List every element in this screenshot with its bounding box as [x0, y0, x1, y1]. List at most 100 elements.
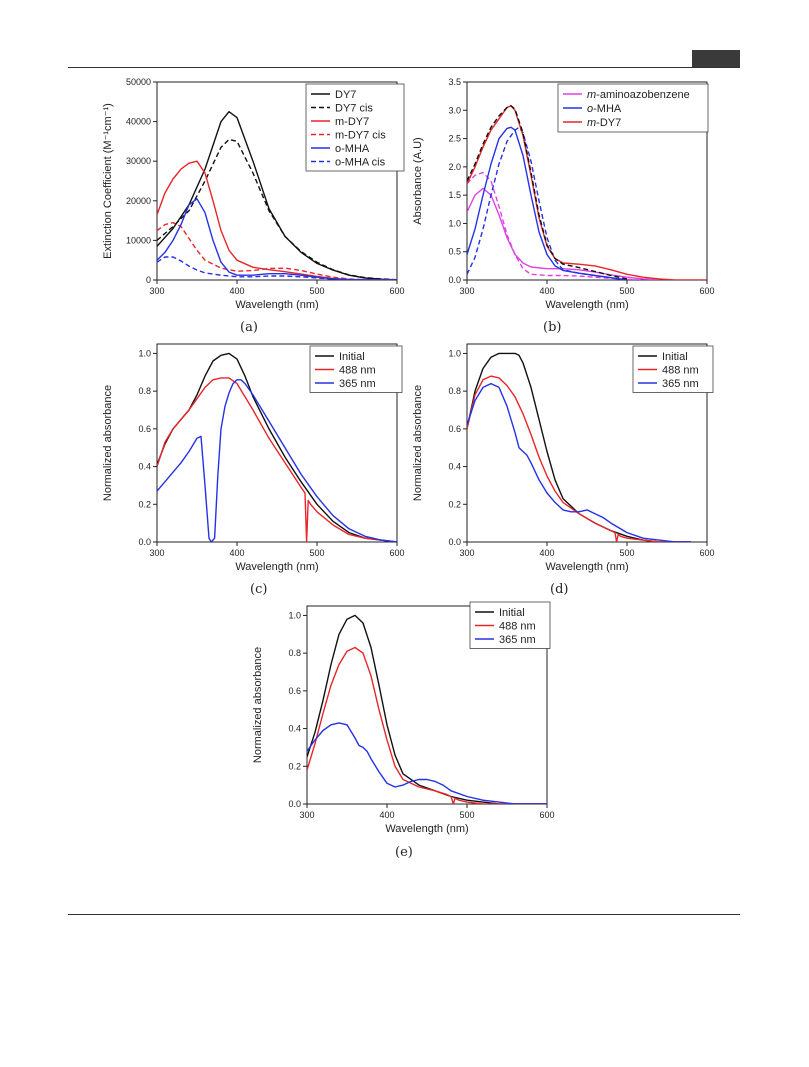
y-axis-label: Normalized absorbance: [102, 385, 114, 501]
legend-box: [305, 83, 405, 172]
series-line: [467, 352, 691, 542]
series-line: [467, 126, 628, 280]
legend-label: 365 nm: [662, 378, 699, 390]
y-axis-label: Absorbance (A.U): [412, 137, 424, 224]
x-tick-label: 400: [379, 810, 394, 820]
y-tick-label: 0.6: [138, 424, 151, 434]
y-tick-label: 30000: [126, 156, 151, 166]
legend-label: 488 nm: [662, 365, 699, 377]
chart-svg: 300 400 500 600 0.0 0.5 1.0 1.5 2.0 2.5 3.0 3.5 Wave…: [412, 77, 715, 311]
legend-label: Initial: [499, 607, 525, 619]
legend-label: 365 nm: [499, 634, 536, 646]
y-tick-label: 1.0: [288, 610, 301, 620]
legend-box: [557, 83, 709, 133]
y-tick-label: 0.2: [138, 499, 151, 509]
chart-c: 300 400 500 600 0.0 0.2 0.4 0.6 0.8 1.0 Wavelength…: [95, 338, 405, 578]
plot-frame: [156, 81, 398, 281]
y-tick-label: 0.8: [138, 386, 151, 396]
x-tick-label: 600: [699, 548, 714, 558]
legend-label: m-DY7: [587, 117, 621, 129]
series-line: [467, 382, 691, 542]
x-tick-label: 600: [389, 286, 404, 296]
y-tick-label: 20000: [126, 196, 151, 206]
x-tick-label: 400: [539, 548, 554, 558]
header-tab-mark: [692, 50, 740, 67]
series-line: [467, 375, 691, 542]
x-tick-label: 400: [229, 286, 244, 296]
x-tick-label: 300: [299, 810, 314, 820]
x-tick-label: 500: [619, 286, 634, 296]
legend-label: Initial: [662, 351, 688, 363]
x-tick-label: 600: [539, 810, 554, 820]
caption-b: (b): [543, 320, 562, 335]
series-line: [307, 614, 547, 804]
series-line: [467, 187, 660, 280]
x-axis-label: Wavelength (nm): [545, 299, 628, 311]
y-tick-label: 2.5: [448, 134, 461, 144]
chart-e: 300 400 500 600 0.0 0.2 0.4 0.6 0.8 1.0 Wavelength…: [245, 600, 555, 840]
legend-label: o-MHA: [587, 103, 622, 115]
legend-label: o-MHA cis: [335, 157, 386, 169]
chart-a: 300 400 500 600 0 10000 20000 30000 40000 50000 Wa…: [95, 76, 405, 316]
y-tick-label: 0.0: [288, 799, 301, 809]
x-tick-label: 500: [309, 548, 324, 558]
x-axis-label: Wavelength (nm): [235, 299, 318, 311]
legend-label: o-MHA: [335, 143, 370, 155]
legend-label: 488 nm: [339, 365, 376, 377]
y-axis-label: Extinction Coefficient (M⁻¹cm⁻¹): [102, 103, 114, 259]
chart-svg: 300 400 500 600 0.0 0.2 0.4 0.6 0.8 1.0 Wavelength…: [252, 601, 555, 835]
plot-frame: [306, 605, 548, 805]
legend-label: m-DY7: [335, 116, 369, 128]
chart-svg: 300 400 500 600 0.0 0.2 0.4 0.6 0.8 1.0 Wavelength…: [412, 343, 715, 573]
y-tick-label: 0: [146, 275, 151, 285]
caption-e: (e): [395, 845, 413, 860]
y-tick-label: 1.5: [448, 190, 461, 200]
y-tick-label: 0.5: [448, 247, 461, 257]
series-line: [467, 171, 644, 280]
chart-b: 300 400 500 600 0.0 0.5 1.0 1.5 2.0 2.5 3.0 3.5 Wave…: [405, 76, 715, 316]
series-line: [467, 105, 628, 280]
x-tick-label: 300: [149, 548, 164, 558]
x-tick-label: 300: [149, 286, 164, 296]
legend-label: 488 nm: [499, 621, 536, 633]
y-tick-label: 0.2: [288, 761, 301, 771]
y-tick-label: 0.6: [288, 686, 301, 696]
y-tick-label: 0.0: [448, 537, 461, 547]
y-tick-label: 2.0: [448, 162, 461, 172]
header-rule: [68, 67, 740, 68]
series-line: [157, 138, 397, 280]
chart-svg: 300 400 500 600 0.0 0.2 0.4 0.6 0.8 1.0 Wavelength…: [102, 343, 405, 573]
x-tick-label: 400: [539, 286, 554, 296]
legend-label: DY7 cis: [335, 103, 373, 115]
y-tick-label: 3.0: [448, 105, 461, 115]
y-tick-label: 0.2: [448, 499, 461, 509]
y-axis-label: Normalized absorbance: [412, 385, 424, 501]
y-tick-label: 1.0: [448, 348, 461, 358]
x-tick-label: 600: [699, 286, 714, 296]
chart-d: 300 400 500 600 0.0 0.2 0.4 0.6 0.8 1.0 Wavelength…: [405, 338, 715, 578]
y-tick-label: 0.4: [138, 462, 151, 472]
chart-svg: 300 400 500 600 0 10000 20000 30000 40000 50000 Wa…: [102, 77, 405, 311]
y-tick-label: 0.0: [138, 537, 151, 547]
plot-frame: [466, 343, 708, 543]
y-tick-label: 10000: [126, 235, 151, 245]
y-tick-label: 50000: [126, 77, 151, 87]
series-line: [157, 379, 397, 542]
y-tick-label: 0.4: [448, 462, 461, 472]
legend-label: 365 nm: [339, 378, 376, 390]
series-line: [157, 221, 397, 280]
series-line: [467, 126, 628, 280]
series-line: [307, 722, 547, 804]
caption-a: (a): [240, 320, 258, 335]
x-tick-label: 500: [619, 548, 634, 558]
y-tick-label: 0.8: [288, 648, 301, 658]
y-tick-label: 0.0: [448, 275, 461, 285]
x-tick-label: 600: [389, 548, 404, 558]
legend-label: m-DY7 cis: [335, 130, 386, 142]
x-axis-label: Wavelength (nm): [235, 561, 318, 573]
x-axis-label: Wavelength (nm): [385, 823, 468, 835]
x-tick-label: 300: [459, 548, 474, 558]
y-tick-label: 0.6: [448, 424, 461, 434]
legend-label: DY7: [335, 89, 356, 101]
